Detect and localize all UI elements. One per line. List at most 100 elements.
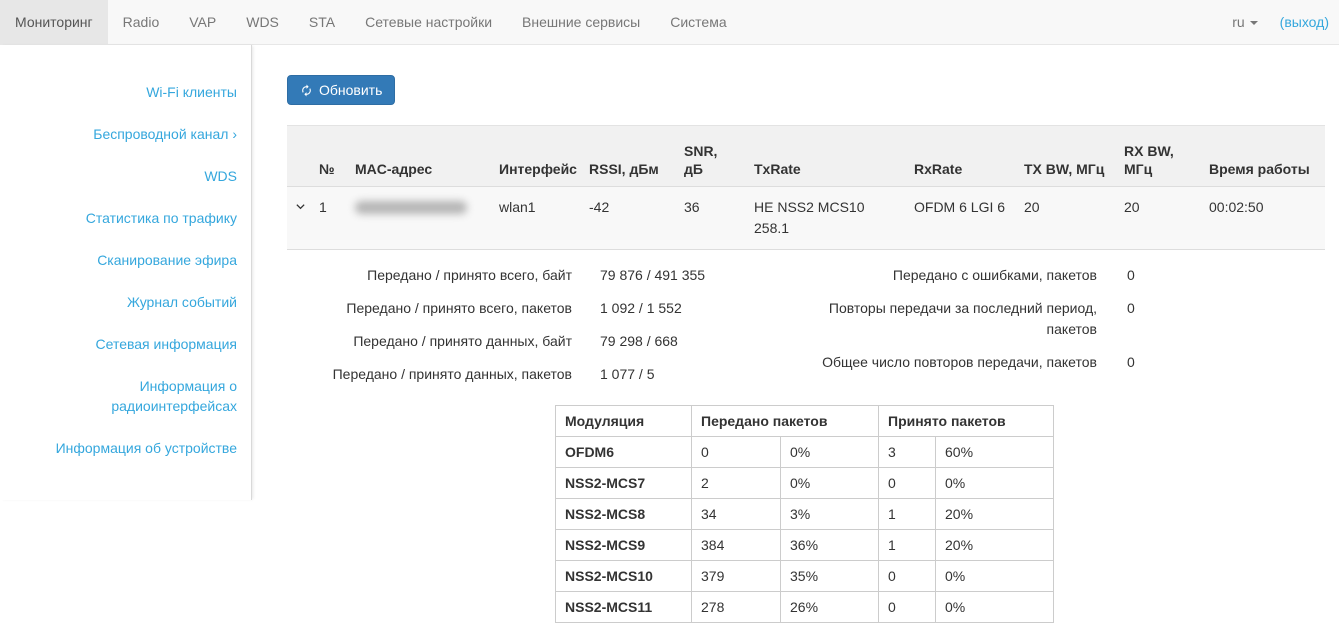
- nav-tab-network-settings[interactable]: Сетевые настройки: [365, 14, 493, 30]
- client-rssi: -42: [581, 186, 676, 250]
- client-rxbw: 20: [1116, 186, 1201, 250]
- stat-label: Передано с ошибками, пакетов: [892, 267, 1097, 283]
- mod-col-header-modulation: Модуляция: [555, 405, 692, 437]
- mod-rx-percent: 20%: [934, 529, 1055, 561]
- modulation-name: OFDM6: [555, 436, 692, 468]
- modulation-row: NSS2-MCS7 2 0% 0 0%: [555, 467, 1055, 499]
- stat-value: 79 876 / 491 355: [600, 267, 706, 283]
- modulation-table: Модуляция Передано пакетов Принято пакет…: [555, 405, 1055, 623]
- top-navbar: Мониторинг Radio VAP WDS STA Сетевые нас…: [0, 0, 1339, 45]
- main-nav: Мониторинг Radio VAP WDS STA Сетевые нас…: [0, 0, 742, 44]
- col-header-snr: SNR, дБ: [676, 125, 746, 187]
- modulation-row: NSS2-MCS9 384 36% 1 20%: [555, 529, 1055, 561]
- mod-tx-count: 384: [691, 529, 781, 561]
- logout-link[interactable]: (выход): [1279, 14, 1329, 30]
- client-row: 1 wlan1 -42 36 HE NSS2 MCS10 258.1 OFDM …: [287, 186, 1325, 250]
- stat-label: Повторы передачи за последний период, па…: [828, 300, 1097, 337]
- language-label: ru: [1232, 14, 1245, 30]
- stat-retries-last-period: Повторы передачи за последний период, па…: [787, 298, 1325, 340]
- row-expand-toggle[interactable]: [287, 186, 311, 250]
- mod-rx-count: 3: [878, 436, 936, 468]
- stat-total-packets: Передано / принято всего, пакетов 1 092 …: [287, 298, 787, 319]
- mod-rx-count: 0: [878, 467, 936, 499]
- mod-rx-percent: 0%: [934, 467, 1055, 499]
- sidebar-item-traffic-stats[interactable]: Статистика по трафику: [85, 210, 237, 226]
- nav-tab-monitoring[interactable]: Мониторинг: [0, 0, 108, 44]
- mod-tx-count: 34: [691, 498, 781, 530]
- col-header-number: №: [311, 125, 347, 187]
- nav-tab-radio[interactable]: Radio: [122, 14, 160, 30]
- stat-value: 0: [1127, 267, 1135, 283]
- sidebar-item-network-info[interactable]: Сетевая информация: [95, 336, 237, 352]
- mod-tx-percent: 35%: [780, 560, 879, 592]
- mod-tx-count: 379: [691, 560, 781, 592]
- client-snr: 36: [676, 186, 746, 250]
- sidebar-item-air-scan[interactable]: Сканирование эфира: [97, 252, 237, 268]
- mod-col-header-rx-packets: Принято пакетов: [877, 405, 1055, 437]
- expander-header: [287, 125, 311, 187]
- stat-value: 1 092 / 1 552: [600, 300, 682, 316]
- mod-rx-percent: 0%: [934, 560, 1055, 592]
- main-content: Обновить № MAC-адрес Интерфейс RSSI, дБм…: [252, 45, 1339, 623]
- mod-rx-percent: 60%: [934, 436, 1055, 468]
- stat-label: Общее число повторов передачи, пакетов: [822, 354, 1097, 370]
- stat-value: 1 077 / 5: [600, 366, 655, 382]
- nav-tab-system[interactable]: Система: [670, 14, 727, 30]
- nav-tab-external-services[interactable]: Внешние сервисы: [522, 14, 641, 30]
- refresh-icon: [300, 84, 313, 97]
- mod-rx-count: 0: [878, 560, 936, 592]
- sidebar-item-wireless-channel[interactable]: Беспроводной канал ›: [93, 126, 237, 142]
- stat-data-packets: Передано / принято данных, пакетов 1 077…: [287, 364, 787, 385]
- client-interface: wlan1: [491, 186, 581, 250]
- client-stats-left: Передано / принято всего, байт 79 876 / …: [287, 265, 787, 397]
- client-stats-right: Передано с ошибками, пакетов 0 Повторы п…: [787, 265, 1325, 397]
- sidebar-item-wds[interactable]: WDS: [204, 168, 237, 184]
- client-uptime: 00:02:50: [1201, 186, 1325, 250]
- stat-label: Передано / принято всего, пакетов: [346, 300, 572, 316]
- mod-col-header-tx-packets: Передано пакетов: [691, 405, 879, 437]
- col-header-mac: MAC-адрес: [347, 125, 491, 187]
- sidebar-item-event-log[interactable]: Журнал событий: [126, 294, 237, 310]
- modulation-row: NSS2-MCS8 34 3% 1 20%: [555, 498, 1055, 530]
- sidebar-item-wifi-clients[interactable]: Wi-Fi клиенты: [146, 84, 237, 100]
- client-txrate: HE NSS2 MCS10 258.1: [746, 186, 906, 250]
- wifi-clients-table: № MAC-адрес Интерфейс RSSI, дБм SNR, дБ …: [287, 125, 1325, 250]
- mod-tx-percent: 0%: [780, 467, 879, 499]
- col-header-uptime: Время работы: [1201, 125, 1325, 187]
- nav-tab-vap[interactable]: VAP: [189, 14, 217, 30]
- chevron-down-icon: [1249, 21, 1258, 25]
- mod-rx-count: 1: [878, 498, 936, 530]
- sidebar: Wi-Fi клиенты Беспроводной канал › WDS С…: [0, 45, 252, 500]
- sidebar-item-device-info[interactable]: Информация об устройстве: [55, 440, 237, 456]
- stat-data-bytes: Передано / принято данных, байт 79 298 /…: [287, 331, 787, 352]
- nav-tab-sta[interactable]: STA: [308, 14, 336, 30]
- mod-tx-percent: 0%: [780, 436, 879, 468]
- modulation-header-row: Модуляция Передано пакетов Принято пакет…: [555, 405, 1055, 437]
- nav-tab-wds[interactable]: WDS: [246, 14, 279, 30]
- refresh-button[interactable]: Обновить: [287, 75, 396, 105]
- mod-rx-count: 1: [878, 529, 936, 561]
- col-header-rssi: RSSI, дБм: [581, 125, 676, 187]
- stat-error-packets: Передано с ошибками, пакетов 0: [787, 265, 1325, 286]
- refresh-button-label: Обновить: [319, 82, 383, 98]
- language-dropdown[interactable]: ru: [1232, 14, 1258, 30]
- stat-label: Передано / принято данных, байт: [353, 333, 572, 349]
- clients-table-header-row: № MAC-адрес Интерфейс RSSI, дБм SNR, дБ …: [287, 125, 1325, 187]
- stat-label: Передано / принято всего, байт: [367, 267, 572, 283]
- sidebar-item-radio-interfaces-info[interactable]: Информация о радиоинтерфейсах: [111, 378, 237, 414]
- modulation-name: NSS2-MCS8: [555, 498, 692, 530]
- col-header-txrate: TxRate: [746, 125, 906, 187]
- stat-value: 0: [1127, 354, 1135, 370]
- stat-total-retries: Общее число повторов передачи, пакетов 0: [787, 352, 1325, 373]
- mod-tx-percent: 36%: [780, 529, 879, 561]
- col-header-interface: Интерфейс: [491, 125, 581, 187]
- mod-tx-percent: 3%: [780, 498, 879, 530]
- modulation-row: OFDM6 0 0% 3 60%: [555, 436, 1055, 468]
- mod-tx-count: 2: [691, 467, 781, 499]
- client-rxrate: OFDM 6 LGI 6: [906, 186, 1016, 250]
- col-header-rxrate: RxRate: [906, 125, 1016, 187]
- modulation-name: NSS2-MCS7: [555, 467, 692, 499]
- client-number: 1: [311, 186, 347, 250]
- modulation-row: NSS2-MCS10 379 35% 0 0%: [555, 560, 1055, 592]
- client-stats: Передано / принято всего, байт 79 876 / …: [287, 265, 1325, 397]
